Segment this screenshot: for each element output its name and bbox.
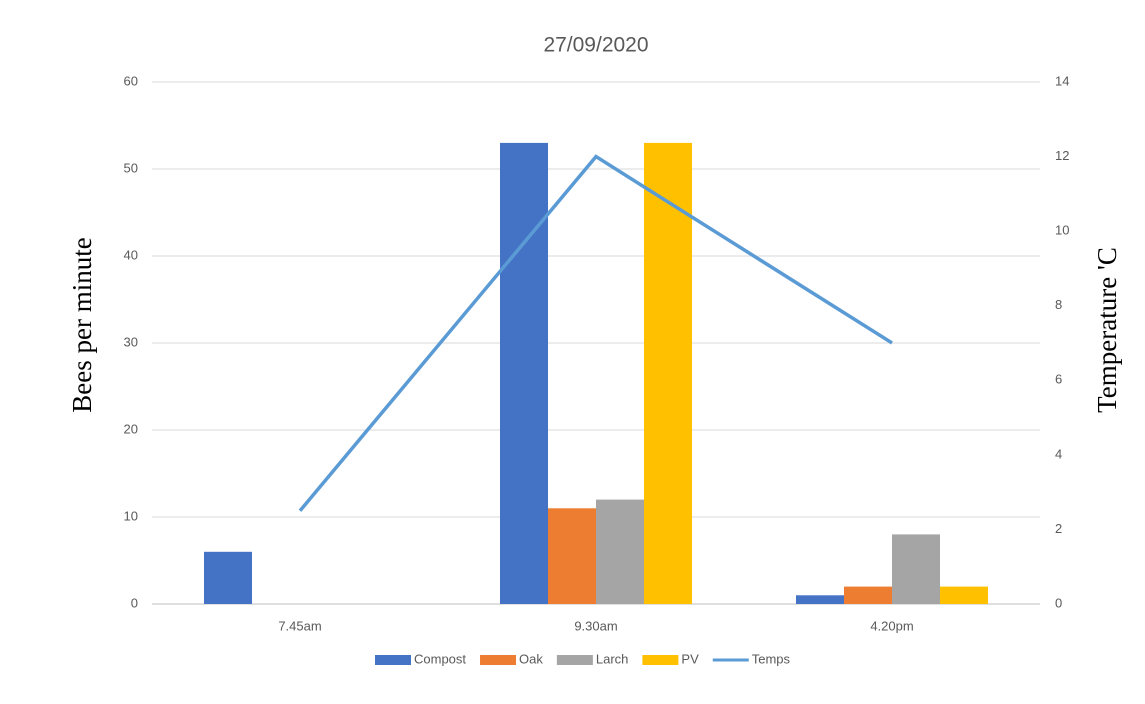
y2-tick-label: 10 xyxy=(1055,223,1069,238)
y-tick-label: 40 xyxy=(124,247,138,262)
bar xyxy=(500,142,548,604)
x-tick-label: 4.20pm xyxy=(870,618,913,633)
legend-swatch xyxy=(642,655,679,665)
y-tick-label: 30 xyxy=(124,334,138,349)
legend-swatch xyxy=(480,655,517,665)
y2-axis-label: Temperature 'C xyxy=(1092,247,1122,413)
y-tick-label: 50 xyxy=(124,160,138,175)
legend-label: Compost xyxy=(414,651,466,666)
x-tick-label: 9.30am xyxy=(574,618,617,633)
y2-tick-label: 12 xyxy=(1055,148,1069,163)
y2-tick-label: 4 xyxy=(1055,446,1062,461)
chart-title: 27/09/2020 xyxy=(543,34,648,57)
bar xyxy=(548,508,596,604)
bar xyxy=(796,595,844,604)
bar xyxy=(644,142,692,604)
bar xyxy=(596,499,644,604)
y2-tick-label: 0 xyxy=(1055,595,1062,610)
bar xyxy=(204,551,252,604)
y-tick-label: 10 xyxy=(124,508,138,523)
bar xyxy=(844,586,892,604)
legend-label: Oak xyxy=(519,651,543,666)
y2-tick-label: 2 xyxy=(1055,521,1062,536)
y-tick-label: 60 xyxy=(124,73,138,88)
legend-swatch xyxy=(375,655,411,665)
y2-tick-label: 14 xyxy=(1055,73,1069,88)
legend-swatch xyxy=(556,655,593,665)
bar xyxy=(892,534,940,604)
y2-tick-label: 8 xyxy=(1055,297,1062,312)
y-tick-label: 20 xyxy=(124,421,138,436)
x-tick-label: 7.45am xyxy=(278,618,321,633)
y-axis-label: Bees per minute xyxy=(67,237,97,412)
line-series xyxy=(298,154,893,512)
bar xyxy=(940,586,988,604)
legend-label: Temps xyxy=(752,651,791,666)
legend-label: PV xyxy=(681,651,699,666)
y-tick-label: 0 xyxy=(131,595,138,610)
legend-label: Larch xyxy=(596,651,629,666)
y2-tick-label: 6 xyxy=(1055,372,1062,387)
